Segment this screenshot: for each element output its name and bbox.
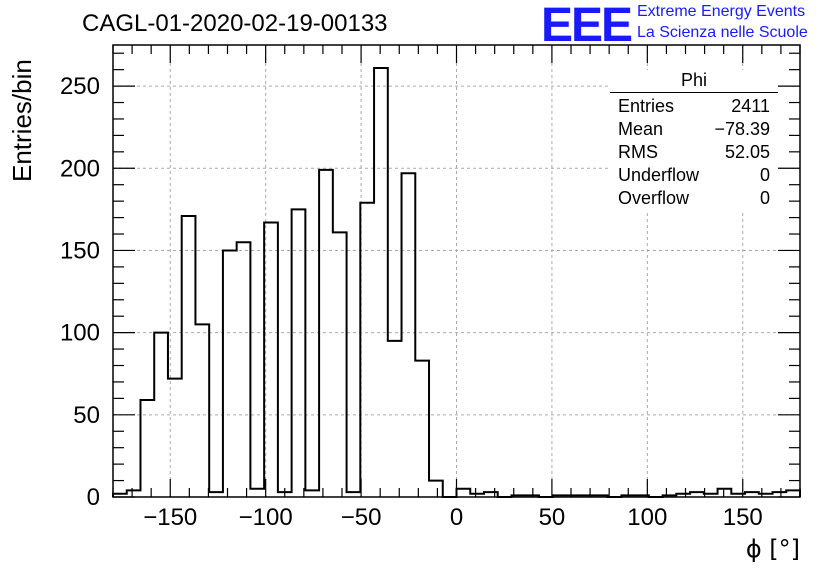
x-tick-labels: −150 −100 −50 0 50 100 150	[143, 504, 763, 531]
x-tick-label: −100	[239, 504, 293, 531]
y-tick-labels: 0 50 100 150 200 250	[60, 73, 100, 511]
y-tick-label: 200	[60, 155, 100, 182]
stats-value: 52.05	[724, 142, 770, 162]
stats-label: RMS	[618, 142, 658, 162]
axis-ticks	[112, 45, 801, 498]
x-tick-label: −150	[143, 504, 197, 531]
stats-value: 0	[759, 165, 770, 185]
stats-row-entries: Entries 2411	[610, 95, 778, 118]
stats-row-underflow: Underflow 0	[610, 164, 778, 187]
stats-label: Entries	[618, 96, 675, 116]
stats-box-title: Phi	[610, 70, 778, 93]
histogram-step-line	[112, 67, 801, 498]
stats-box: Phi Entries 2411 Mean −78.39 RMS 52.05 U…	[610, 70, 778, 210]
stats-row-overflow: Overflow 0	[610, 187, 778, 210]
stats-value: −78.39	[714, 119, 770, 139]
stats-label: Overflow	[618, 188, 690, 208]
y-tick-label: 0	[87, 484, 100, 511]
stats-row-mean: Mean −78.39	[610, 118, 778, 141]
stats-label: Mean	[618, 119, 664, 139]
logo-subtitle-line2: La Scienza nelle Scuole	[637, 24, 808, 41]
logo-subtitle-line1: Extreme Energy Events	[637, 3, 806, 20]
x-axis-label: ϕ [°]	[745, 535, 800, 563]
y-axis-label: Entries/bin	[7, 59, 37, 182]
stats-value: 0	[759, 188, 770, 208]
x-tick-label: 150	[723, 504, 763, 531]
y-tick-label: 100	[60, 320, 100, 347]
y-tick-label: 150	[60, 237, 100, 264]
x-tick-label: 50	[539, 504, 566, 531]
eee-logo: EEE	[541, 0, 633, 52]
stats-row-rms: RMS 52.05	[610, 141, 778, 164]
stats-label: Underflow	[618, 165, 700, 185]
y-tick-label: 50	[73, 402, 100, 429]
chart-title: CAGL-01-2020-02-19-00133	[82, 10, 388, 37]
x-tick-label: 100	[627, 504, 667, 531]
x-tick-label: −50	[341, 504, 382, 531]
stats-value: 2411	[731, 96, 770, 116]
x-tick-label: 0	[450, 504, 463, 531]
y-tick-label: 250	[60, 73, 100, 100]
